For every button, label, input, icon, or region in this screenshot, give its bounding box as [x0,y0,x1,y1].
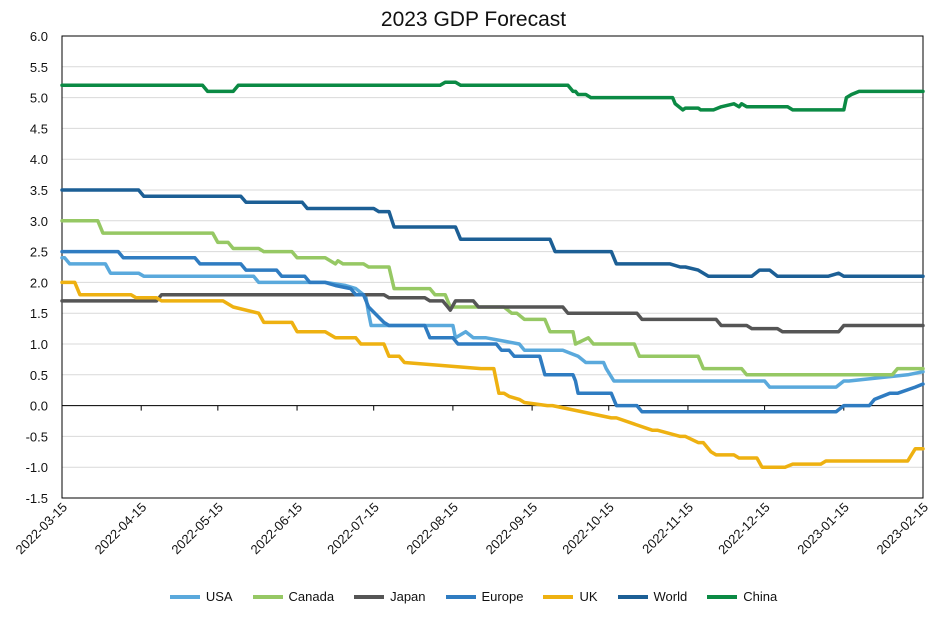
x-tick-label: 2023-02-15 [873,500,931,558]
plot-border [61,35,924,499]
legend-label: Europe [481,589,524,604]
series-line-world [60,188,925,278]
legend-item-canada: Canada [252,589,335,604]
y-tick-label: 2.5 [30,245,48,260]
legend-swatch [445,594,476,599]
y-tick-label: 2.0 [30,275,48,290]
legend-swatch [354,594,385,599]
x-tick-label: 2022-04-15 [92,500,150,558]
x-tick-label: 2022-07-15 [324,500,382,558]
legend-item-world: World [617,589,688,604]
x-tick-label: 2022-10-15 [559,500,617,558]
legend-label: World [653,589,688,604]
legend-item-europe: Europe [445,589,524,604]
x-tick-label: 2022-12-15 [715,500,773,558]
legend-swatch [617,594,648,599]
legend-label: China [743,589,778,604]
y-tick-label: 1.0 [30,337,48,352]
series-line-china [60,80,925,112]
x-tick-label: 2022-03-15 [12,500,70,558]
series-line-canada [60,219,925,377]
y-tick-label: 3.5 [30,183,48,198]
legend-item-uk: UK [543,589,598,604]
x-tick-label: 2022-05-15 [168,500,226,558]
legend-item-usa: USA [169,589,233,604]
legend-swatch [169,594,200,599]
y-tick-label: -1.0 [26,460,48,475]
series-line-europe [60,249,925,414]
y-tick-label: -1.5 [26,491,48,506]
y-tick-label: 5.5 [30,60,48,75]
legend-swatch [707,594,738,599]
axes [61,35,924,499]
x-tick-label: 2022-11-15 [639,500,696,557]
grid-lines [62,66,923,468]
series-line-japan [60,292,925,334]
x-tick-label: 2023-01-15 [794,500,852,558]
y-tick-label: 5.0 [30,91,48,106]
y-tick-label: 6.0 [30,29,48,44]
y-tick-label: 1.5 [30,306,48,321]
series-line-uk [60,280,925,469]
x-tick-label: 2022-06-15 [248,500,306,558]
y-tick-label: 4.5 [30,121,48,136]
y-tick-label: 0.5 [30,368,48,383]
chart-legend: USA Canada Japan Europe UK World China [0,589,947,604]
series-line-usa [60,256,925,389]
legend-label: Japan [390,589,426,604]
legend-label: USA [205,589,233,604]
legend-swatch [543,594,574,599]
y-tick-label: 4.0 [30,152,48,167]
y-tick-label: 3.0 [30,214,48,229]
series-lines [60,80,925,469]
legend-label: Canada [288,589,335,604]
legend-item-japan: Japan [354,589,426,604]
x-tick-label: 2022-08-15 [403,500,461,558]
chart-title: 2023 GDP Forecast [380,8,567,31]
legend-swatch [252,594,283,599]
y-tick-label: 0.0 [30,399,48,414]
legend-label: UK [579,589,598,604]
legend-item-china: China [707,589,777,604]
x-tick-label: 2022-09-15 [483,500,541,558]
y-tick-label: -0.5 [26,429,48,444]
